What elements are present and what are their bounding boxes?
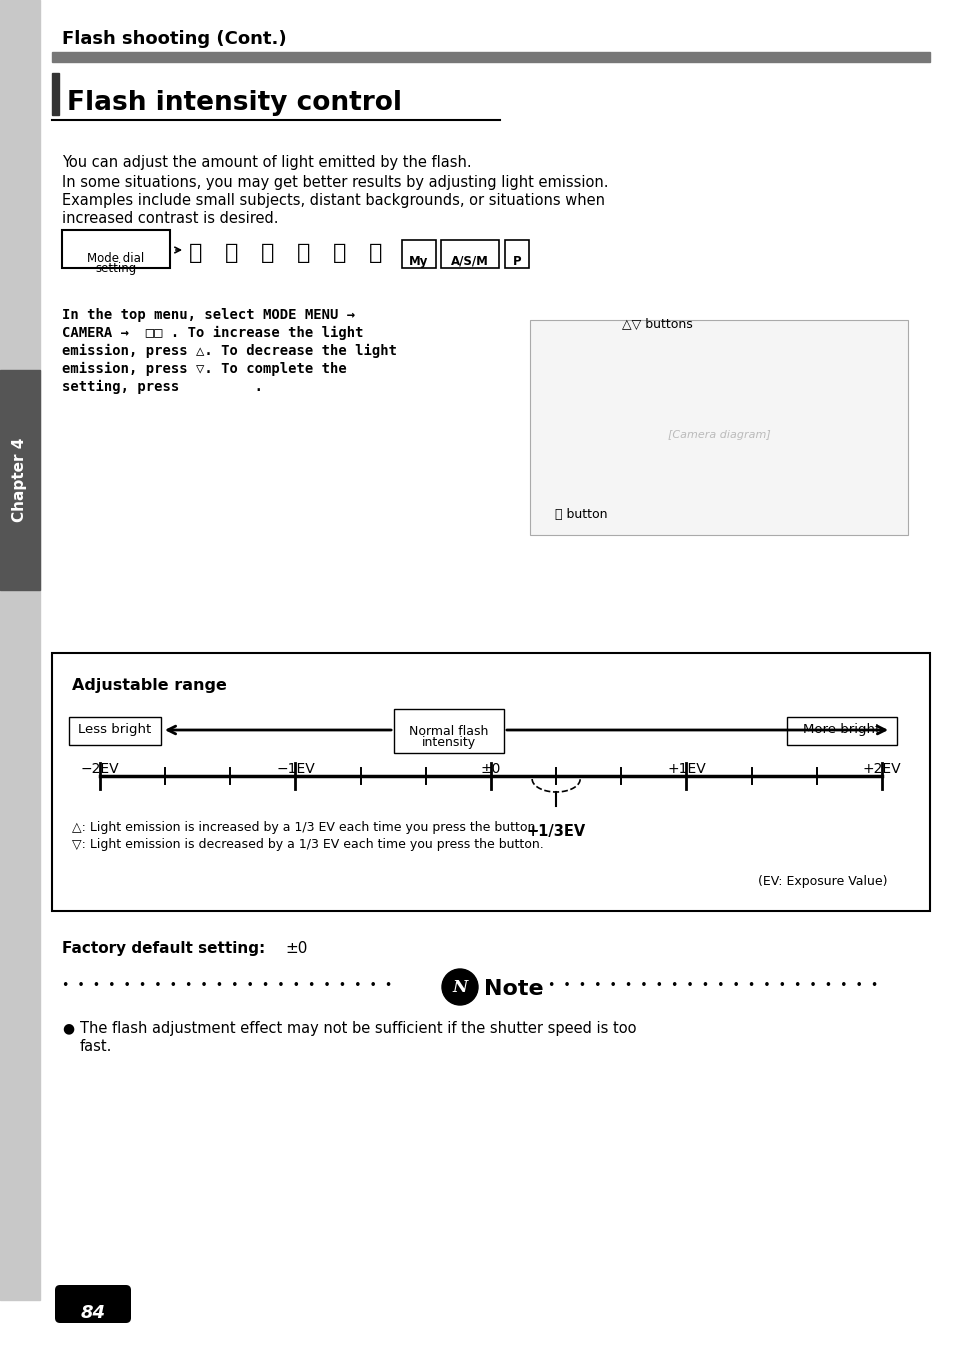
Text: ±0: ±0 bbox=[480, 762, 500, 777]
Text: setting, press         .: setting, press . bbox=[62, 380, 263, 394]
Bar bbox=[504, 240, 529, 268]
Bar bbox=[401, 240, 436, 268]
Text: Less bright: Less bright bbox=[78, 724, 152, 736]
Text: [Camera diagram]: [Camera diagram] bbox=[667, 429, 770, 440]
Text: •  •  •  •  •  •  •  •  •  •  •  •  •  •  •  •  •  •  •  •  •  •: • • • • • • • • • • • • • • • • • • • • … bbox=[547, 979, 878, 992]
Text: ⛰: ⛰ bbox=[261, 244, 274, 262]
Text: Ⓞ button: Ⓞ button bbox=[555, 507, 607, 521]
Text: The flash adjustment effect may not be sufficient if the shutter speed is too: The flash adjustment effect may not be s… bbox=[80, 1022, 636, 1036]
Text: In some situations, you may get better results by adjusting light emission.: In some situations, you may get better r… bbox=[62, 175, 608, 190]
Text: intensity: intensity bbox=[421, 736, 476, 748]
Text: 🌿: 🌿 bbox=[225, 244, 238, 262]
Text: P: P bbox=[512, 254, 520, 268]
Text: You can adjust the amount of light emitted by the flash.: You can adjust the amount of light emitt… bbox=[62, 155, 471, 170]
Text: ⭐: ⭐ bbox=[333, 244, 346, 262]
Text: emission, press ▽. To complete the: emission, press ▽. To complete the bbox=[62, 362, 346, 376]
Text: Flash intensity control: Flash intensity control bbox=[67, 90, 401, 116]
Text: △▽ buttons: △▽ buttons bbox=[621, 318, 692, 331]
Bar bbox=[0, 0, 40, 1300]
Text: A/S/M: A/S/M bbox=[451, 254, 489, 268]
Bar bbox=[530, 320, 907, 534]
Text: +2EV: +2EV bbox=[862, 762, 901, 777]
Text: N: N bbox=[452, 979, 467, 996]
Text: fast.: fast. bbox=[80, 1039, 112, 1054]
Text: 👥: 👥 bbox=[369, 244, 382, 262]
Text: (EV: Exposure Value): (EV: Exposure Value) bbox=[758, 875, 887, 888]
FancyBboxPatch shape bbox=[394, 709, 503, 752]
Text: ▽: Light emission is decreased by a 1/3 EV each time you press the button.: ▽: Light emission is decreased by a 1/3 … bbox=[71, 839, 543, 851]
Bar bbox=[0, 370, 40, 590]
FancyBboxPatch shape bbox=[55, 1285, 131, 1323]
Text: Examples include small subjects, distant backgrounds, or situations when: Examples include small subjects, distant… bbox=[62, 192, 604, 209]
Text: 🏔: 🏔 bbox=[297, 244, 311, 262]
Text: CAMERA →  □□ . To increase the light: CAMERA → □□ . To increase the light bbox=[62, 326, 363, 341]
Text: emission, press △. To decrease the light: emission, press △. To decrease the light bbox=[62, 345, 396, 358]
Bar bbox=[52, 73, 59, 114]
Bar bbox=[440, 240, 498, 268]
Text: Adjustable range: Adjustable range bbox=[71, 678, 227, 693]
Text: −2EV: −2EV bbox=[81, 762, 119, 777]
Text: −1EV: −1EV bbox=[275, 762, 314, 777]
Text: Normal flash: Normal flash bbox=[409, 725, 488, 738]
Text: △: Light emission is increased by a 1/3 EV each time you press the button.: △: Light emission is increased by a 1/3 … bbox=[71, 821, 538, 835]
Text: Note: Note bbox=[483, 979, 543, 999]
Text: My: My bbox=[409, 254, 428, 268]
Text: +1/3EV: +1/3EV bbox=[526, 824, 585, 839]
Text: 🚶: 🚶 bbox=[189, 244, 202, 262]
Text: More bright: More bright bbox=[802, 724, 880, 736]
Text: ±0: ±0 bbox=[285, 941, 307, 956]
Text: Chapter 4: Chapter 4 bbox=[12, 437, 28, 522]
Text: 84: 84 bbox=[80, 1304, 106, 1322]
Text: In the top menu, select MODE MENU →: In the top menu, select MODE MENU → bbox=[62, 308, 355, 322]
Text: ●: ● bbox=[62, 1022, 74, 1035]
Text: increased contrast is desired.: increased contrast is desired. bbox=[62, 211, 278, 226]
Text: setting: setting bbox=[95, 262, 136, 275]
Text: Flash shooting (Cont.): Flash shooting (Cont.) bbox=[62, 30, 286, 48]
Text: +1EV: +1EV bbox=[666, 762, 705, 777]
FancyBboxPatch shape bbox=[69, 717, 161, 744]
Text: Mode dial: Mode dial bbox=[88, 252, 145, 265]
Bar bbox=[52, 653, 929, 911]
FancyBboxPatch shape bbox=[786, 717, 896, 744]
Bar bbox=[52, 52, 929, 62]
Text: •  •  •  •  •  •  •  •  •  •  •  •  •  •  •  •  •  •  •  •  •  •: • • • • • • • • • • • • • • • • • • • • … bbox=[62, 979, 392, 992]
Bar bbox=[62, 230, 170, 268]
Circle shape bbox=[441, 969, 477, 1005]
Text: Factory default setting:: Factory default setting: bbox=[62, 941, 265, 956]
